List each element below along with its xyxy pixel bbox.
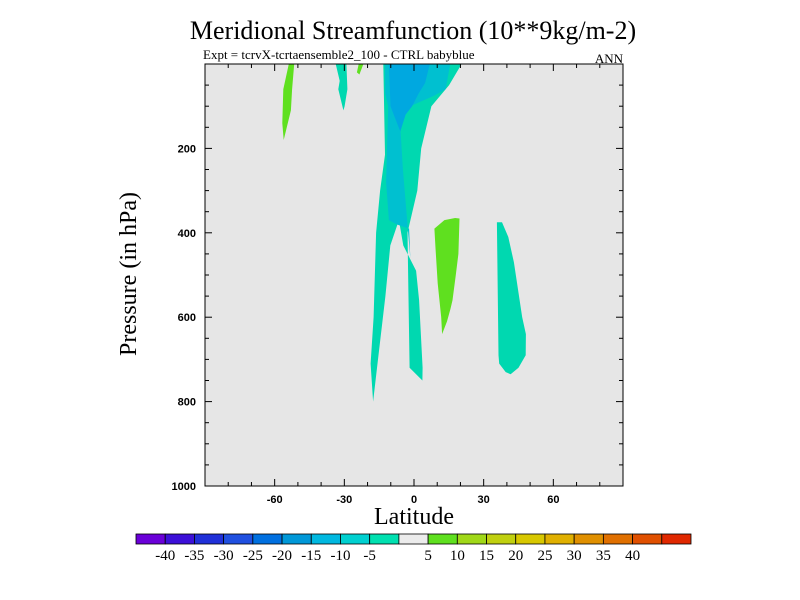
colorbar-swatch — [252, 533, 283, 545]
contour-region-4 — [388, 64, 430, 132]
y-tick-label: 600 — [178, 312, 196, 324]
colorbar-label: 40 — [625, 548, 640, 564]
x-tick-label: 60 — [547, 494, 559, 506]
colorbar-swatch — [427, 533, 458, 545]
colorbar-label: 30 — [567, 548, 582, 564]
colorbar-swatch — [369, 533, 400, 545]
colorbar-swatch — [398, 533, 429, 545]
colorbar-swatch — [602, 533, 633, 545]
colorbar-swatch — [164, 533, 195, 545]
colorbar-swatch — [573, 533, 604, 545]
colorbar-swatch — [456, 533, 487, 545]
colorbar-label: 15 — [479, 548, 494, 564]
contour-region-2 — [496, 222, 526, 375]
colorbar-swatch — [135, 533, 166, 545]
colorbar-label: -5 — [363, 548, 376, 564]
x-tick-label: -30 — [336, 494, 352, 506]
contour-region-1 — [335, 64, 348, 111]
x-tick-label: -60 — [267, 494, 283, 506]
tick-labels: -60 -30 0 30 60 200 400 600 800 1000 — [172, 143, 560, 506]
colorbar-label: 5 — [424, 548, 432, 564]
chart-title: Meridional Streamfunction (10**9kg/m-2) — [190, 16, 636, 45]
x-tick-label: 0 — [411, 494, 417, 506]
colorbar-label: 10 — [450, 548, 465, 564]
y-tick-label: 200 — [178, 143, 196, 155]
colorbar-label: 20 — [508, 548, 523, 564]
contour-region-7 — [356, 64, 364, 75]
colorbar-swatch — [223, 533, 254, 545]
colorbar-label: -35 — [184, 548, 204, 564]
colorbar-swatch — [515, 533, 546, 545]
colorbar-label: -10 — [330, 548, 350, 564]
colorbar-label: -25 — [243, 548, 263, 564]
colorbar-swatch — [194, 533, 225, 545]
colorbar-label: -15 — [301, 548, 321, 564]
colorbar-label: -20 — [272, 548, 292, 564]
contour-region-6 — [434, 218, 460, 335]
colorbar-label: -30 — [214, 548, 234, 564]
colorbar-swatch — [544, 533, 575, 545]
colorbar-swatch — [340, 533, 371, 545]
colorbar-swatch — [310, 533, 341, 545]
y-tick-label: 1000 — [172, 481, 196, 493]
colorbar-label: -40 — [155, 548, 175, 564]
colorbar-label: 35 — [596, 548, 611, 564]
x-tick-label: 30 — [478, 494, 490, 506]
colorbar-swatch — [632, 533, 663, 545]
plot-frame — [204, 63, 624, 487]
x-axis-title: Latitude — [374, 504, 454, 530]
colorbar-swatch — [661, 533, 692, 545]
chart-subtitle: Expt = tcrvX-tcrtaensemble2_100 - CTRL b… — [203, 47, 475, 62]
colorbar-swatch — [281, 533, 312, 545]
colorbar-label: 25 — [537, 548, 552, 564]
colorbar — [135, 533, 692, 545]
y-tick-label: 800 — [178, 397, 196, 409]
contour-region-5 — [282, 64, 295, 140]
contour-regions — [282, 64, 526, 402]
y-tick-label: 400 — [178, 228, 196, 240]
colorbar-labels: -40 -35 -30 -25 -20 -15 -10 -5 5 10 15 20 25 30 35 40 — [155, 548, 640, 564]
y-axis-title: Pressure (in hPa) — [116, 192, 142, 356]
period-label: ANN — [595, 51, 624, 66]
colorbar-swatch — [486, 533, 517, 545]
